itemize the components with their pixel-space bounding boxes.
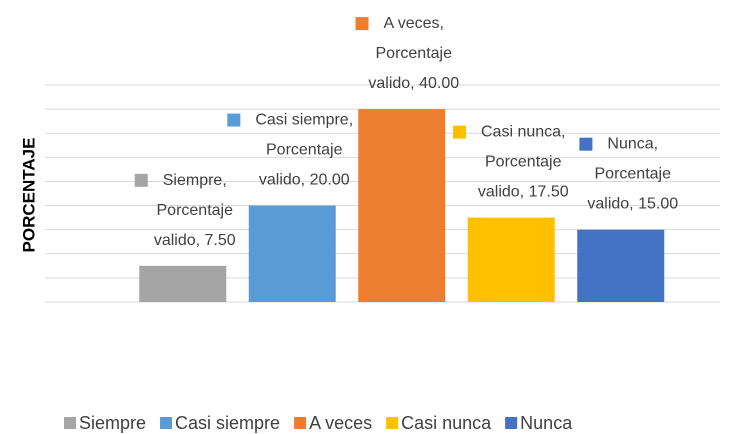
y-axis-label: PORCENTAJE — [19, 138, 38, 253]
data-label-line: valido, 7.50 — [154, 232, 236, 249]
bar — [139, 265, 227, 302]
legend-label: Casi nunca — [401, 413, 492, 433]
data-label: Nunca, Porcentaje valido, 15.00 — [587, 136, 678, 213]
data-label-marker — [134, 173, 148, 187]
data-label-line: valido, 17.50 — [478, 184, 569, 201]
data-label-line: Siempre, — [163, 172, 227, 189]
data-label-line: Porcentaje — [266, 142, 343, 159]
data-label-line: Porcentaje — [595, 166, 672, 183]
data-label-line: Casi siempre, — [255, 112, 353, 129]
data-label-line: valido, 20.00 — [259, 172, 350, 189]
data-label-line: valido, 40.00 — [368, 75, 459, 92]
data-label-line: Nunca, — [607, 136, 658, 153]
legend-marker — [505, 417, 518, 429]
legend-label: A veces — [309, 413, 372, 433]
data-label-marker — [355, 17, 369, 31]
legend-marker — [294, 417, 307, 429]
bar — [467, 217, 555, 302]
bar — [358, 109, 446, 302]
data-label-line: valido, 15.00 — [587, 196, 678, 213]
data-label-line: Casi nunca, — [481, 124, 566, 141]
legend-marker — [64, 417, 76, 429]
data-label: Casi nunca, Porcentaje valido, 17.50 — [478, 124, 569, 201]
bar — [577, 229, 665, 302]
data-label-line: Porcentaje — [485, 154, 562, 171]
bar — [248, 205, 336, 302]
data-label-marker — [227, 113, 241, 127]
data-label: Siempre, Porcentaje valido, 7.50 — [154, 172, 236, 249]
data-label-line: Porcentaje — [376, 45, 453, 62]
data-label-line: A veces, — [384, 15, 444, 32]
legend-label: Siempre — [79, 413, 146, 433]
data-label: A veces, Porcentaje valido, 40.00 — [368, 15, 459, 92]
legend-label: Nunca — [520, 413, 573, 433]
data-label-line: Porcentaje — [157, 202, 234, 219]
data-label-marker — [453, 125, 466, 139]
data-label-marker — [579, 137, 593, 151]
data-label: Casi siempre, Porcentaje valido, 20.00 — [255, 112, 353, 189]
legend-marker — [160, 417, 173, 429]
legend-label: Casi siempre — [175, 413, 280, 433]
legend-marker — [386, 417, 399, 429]
